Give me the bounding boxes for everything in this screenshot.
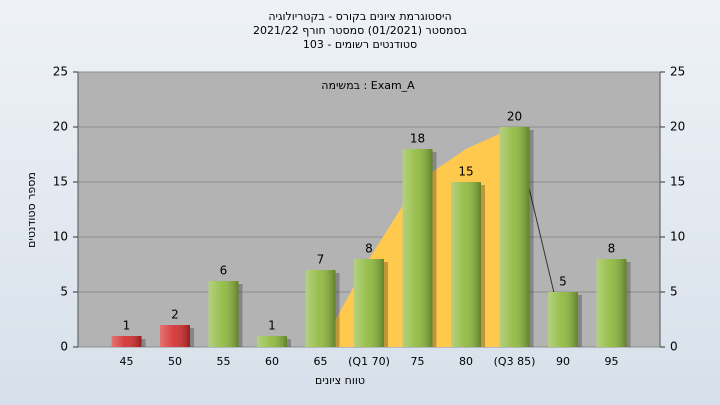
x-tick-label: 45 — [120, 355, 134, 368]
x-tick-label: 60 — [265, 355, 279, 368]
x-tick-label: 75 — [411, 355, 425, 368]
bar-shade — [257, 336, 287, 347]
bar-shade — [208, 281, 239, 347]
data-label: 1 — [268, 319, 276, 333]
data-label: 2 — [171, 308, 179, 322]
bar-shade — [402, 149, 433, 347]
x-tick-label: 90 — [556, 355, 570, 368]
bar-shade — [499, 127, 530, 347]
y-tick-label: 10 — [53, 230, 68, 244]
data-label: 5 — [559, 275, 567, 289]
y-tick-label: 20 — [53, 120, 68, 134]
data-label: 8 — [365, 242, 373, 256]
title-line: בסמסטר (01/2021) סמסטר חורף 2021/22 — [253, 24, 467, 37]
y-tick-label: 15 — [53, 175, 68, 189]
data-label: 8 — [608, 242, 616, 256]
x-tick-label: 95 — [605, 355, 619, 368]
bar-shade — [548, 292, 578, 347]
data-label: 20 — [507, 110, 522, 124]
x-tick-label: 80 — [459, 355, 473, 368]
bar-shade — [451, 182, 481, 347]
bar-shade — [596, 259, 627, 347]
x-tick-label: 50 — [168, 355, 182, 368]
x-tick-label: 55 — [217, 355, 231, 368]
bar-shade — [111, 336, 142, 347]
x-tick-label: (Q3 85) — [494, 355, 536, 368]
x-tick-label: (Q1 70) — [348, 355, 390, 368]
bar-shade — [305, 270, 336, 347]
data-label: 15 — [458, 165, 473, 179]
data-label: 18 — [410, 132, 425, 146]
y2-tick-label: 25 — [670, 65, 685, 79]
y2-tick-label: 5 — [670, 285, 678, 299]
y2-tick-label: 15 — [670, 175, 685, 189]
bar-shade — [160, 325, 190, 347]
x-axis-label: טווח ציונים — [315, 374, 365, 387]
data-label: 7 — [317, 253, 325, 267]
title-line: היסטוגרמת ציונים בקורס - בקטריולוגיה — [268, 10, 451, 23]
y2-tick-label: 10 — [670, 230, 685, 244]
y2-tick-label: 0 — [670, 340, 678, 354]
y-tick-label: 25 — [53, 65, 68, 79]
y-tick-label: 5 — [60, 285, 68, 299]
bar-shade — [354, 259, 384, 347]
y2-tick-label: 20 — [670, 120, 685, 134]
data-label: 1 — [123, 319, 131, 333]
annotation: במשימה : Exam_A — [321, 79, 415, 92]
data-label: 6 — [220, 264, 228, 278]
x-tick-label: 65 — [314, 355, 328, 368]
y-tick-label: 0 — [60, 340, 68, 354]
title-line: סטודנטים רשומים - 103 — [303, 38, 417, 51]
y-axis-label: מספר סטודנטים — [25, 172, 38, 248]
